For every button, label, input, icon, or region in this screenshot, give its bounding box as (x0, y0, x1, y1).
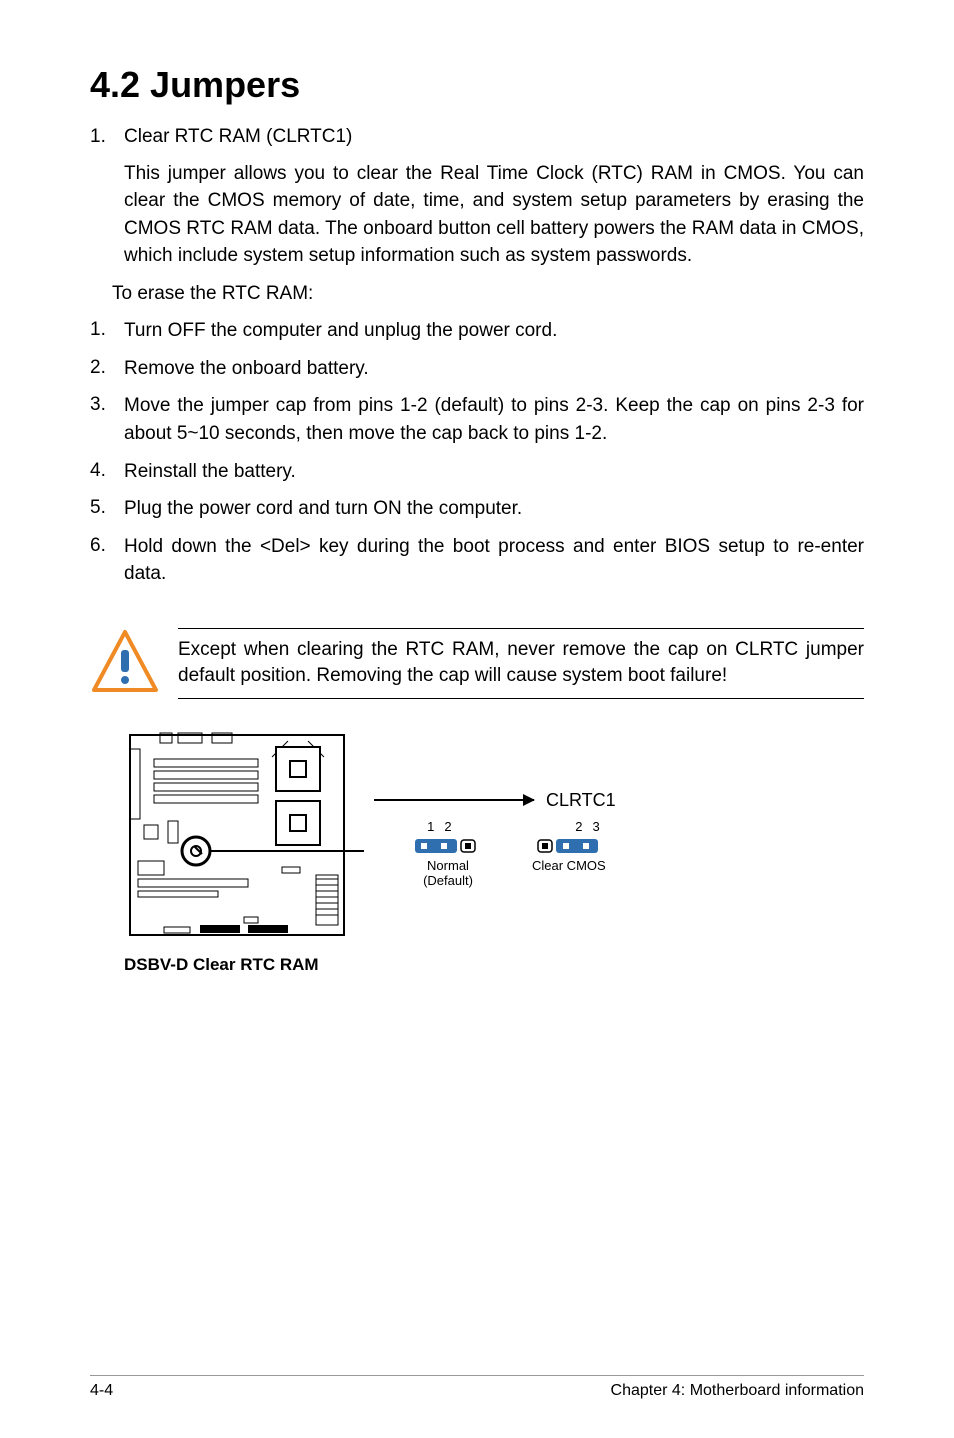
warning-callout: Except when clearing the RTC RAM, never … (90, 628, 864, 699)
pin-sublabel: (Default) (423, 873, 473, 888)
intro-body: This jumper allows you to clear the Real… (90, 160, 864, 270)
intro-row: 1. Clear RTC RAM (CLRTC1) (90, 124, 864, 150)
step-row: 3. Move the jumper cap from pins 1-2 (de… (90, 392, 864, 447)
pin-num: 2 (444, 819, 451, 834)
jumper-detail: CLRTC1 1 2 3 Normal (374, 790, 616, 888)
steps-list: 1. Turn OFF the computer and unplug the … (90, 317, 864, 587)
pin-num: 3 (592, 819, 599, 834)
step-row: 5. Plug the power cord and turn ON the c… (90, 495, 864, 523)
pin-num: 1 (427, 819, 434, 834)
arrow-row: CLRTC1 (374, 790, 616, 811)
step-num: 5. (90, 495, 124, 523)
step-text: Plug the power cord and turn ON the comp… (124, 495, 864, 523)
arrow-line (374, 799, 534, 801)
page-footer: 4-4 Chapter 4: Motherboard information (90, 1375, 864, 1400)
pin-label: Clear CMOS (532, 858, 606, 873)
pin-num: 2 (575, 819, 582, 834)
diagram-zone: CLRTC1 1 2 3 Normal (124, 729, 864, 949)
pin-group-normal: 1 2 3 Normal (Default) (414, 819, 482, 888)
step-row: 6. Hold down the <Del> key during the bo… (90, 533, 864, 588)
pin-nums: 1 2 3 (427, 819, 469, 834)
warning-text: Except when clearing the RTC RAM, never … (178, 628, 864, 699)
pins-row: 1 2 3 Normal (Default) (414, 819, 606, 888)
step-text: Hold down the <Del> key during the boot … (124, 533, 864, 588)
pin-nums: 1 2 3 (558, 819, 600, 834)
jumper-name: CLRTC1 (546, 790, 616, 811)
step-row: 2. Remove the onboard battery. (90, 355, 864, 383)
step-text: Reinstall the battery. (124, 458, 864, 486)
step-num: 2. (90, 355, 124, 383)
motherboard-diagram (124, 729, 364, 949)
step-num: 3. (90, 392, 124, 447)
jumper-normal-icon (414, 836, 482, 856)
warning-icon (90, 628, 160, 698)
step-row: 4. Reinstall the battery. (90, 458, 864, 486)
footer-chapter: Chapter 4: Motherboard information (611, 1382, 864, 1400)
footer-page-num: 4-4 (90, 1382, 113, 1400)
step-num: 6. (90, 533, 124, 588)
erase-lead: To erase the RTC RAM: (90, 280, 864, 308)
section-title: 4.2 Jumpers (90, 64, 864, 106)
pin-group-clear: 1 2 3 Clear CMOS (532, 819, 606, 888)
step-num: 4. (90, 458, 124, 486)
diagram-caption: DSBV-D Clear RTC RAM (124, 955, 864, 975)
step-text: Remove the onboard battery. (124, 355, 864, 383)
step-row: 1. Turn OFF the computer and unplug the … (90, 317, 864, 345)
pin-label: Normal (427, 858, 469, 873)
step-num: 1. (90, 317, 124, 345)
page: 4.2 Jumpers 1. Clear RTC RAM (CLRTC1) Th… (0, 0, 954, 1438)
intro-number: 1. (90, 124, 124, 150)
intro-heading: Clear RTC RAM (CLRTC1) (124, 124, 864, 150)
jumper-clear-icon (535, 836, 603, 856)
step-text: Turn OFF the computer and unplug the pow… (124, 317, 864, 345)
step-text: Move the jumper cap from pins 1-2 (defau… (124, 392, 864, 447)
